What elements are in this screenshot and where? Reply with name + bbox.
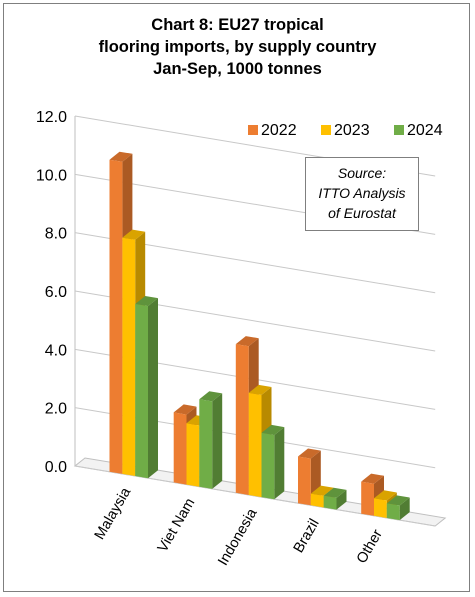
source-line-2: ITTO Analysis (318, 185, 406, 201)
bar-front (248, 392, 262, 498)
bar-side (399, 497, 410, 521)
bar-other-2024 (386, 495, 410, 521)
y-tick-label: 2.0 (45, 401, 67, 418)
legend-label: 2023 (334, 122, 370, 139)
bar-front (386, 503, 400, 521)
x-tick-label: Indonesia (215, 505, 261, 568)
bar-front (122, 237, 136, 476)
bar-top (248, 384, 272, 395)
bar-front (374, 498, 387, 518)
bar-front (310, 493, 324, 508)
bar-top (310, 485, 334, 496)
x-tick-label: Malaysia (92, 484, 135, 542)
bar-top (235, 336, 259, 347)
y-axis: 0.0 2.0 4.0 6.0 8.0 10.0 12.0 (36, 109, 67, 476)
bar-top (361, 473, 384, 484)
bar-front (199, 399, 213, 489)
bar-viet-nam-2024 (199, 391, 223, 489)
bar-top (109, 151, 133, 162)
bar-top (173, 404, 197, 415)
source-annotation: Source: ITTO Analysis of Eurostat (305, 157, 419, 231)
bar-brazil-2024 (323, 487, 347, 510)
source-line-1: Source: (337, 165, 387, 181)
chart-title: Chart 8: EU27 tropical flooring imports,… (0, 14, 475, 80)
bar-side (336, 489, 347, 510)
y-tick-label: 6.0 (45, 284, 67, 301)
legend: 2022 2023 2024 (248, 122, 443, 139)
source-line-3: of Eurostat (328, 205, 396, 221)
bar-front (135, 304, 148, 479)
chart-title-line-3: Jan-Sep, 1000 tonnes (153, 60, 322, 78)
bar-front (235, 344, 249, 495)
bar-side (148, 298, 158, 479)
bar-top (261, 424, 285, 436)
y-tick-label: 4.0 (45, 342, 67, 359)
bar-front (298, 456, 311, 506)
bar-indonesia-2024 (261, 424, 285, 500)
bar-front (261, 432, 275, 500)
bar-side (274, 427, 285, 500)
bar-top (374, 490, 397, 501)
x-tick-label: Viet Nam (155, 496, 199, 555)
x-tick-label: Brazil (291, 516, 323, 555)
y-tick-label: 8.0 (45, 226, 67, 243)
bar-top (199, 391, 223, 402)
bar-front (361, 481, 374, 516)
x-tick-label: Other (354, 527, 386, 567)
legend-swatch (321, 125, 331, 135)
bar-top (386, 495, 410, 506)
bar-top (135, 296, 158, 307)
bar-front (173, 412, 187, 485)
legend-swatch (248, 125, 258, 135)
bar-front (323, 495, 337, 510)
legend-swatch (394, 125, 404, 135)
y-tick-label: 0.0 (45, 459, 67, 476)
bar-top (122, 229, 146, 240)
bar-malaysia-2024 (135, 296, 158, 479)
y-tick-label: 12.0 (36, 109, 67, 126)
bar-front (109, 159, 123, 474)
bar-top (323, 487, 347, 498)
chart-title-line-2: flooring imports, by supply country (98, 38, 377, 56)
bar-front (186, 423, 200, 487)
legend-label: 2022 (261, 122, 297, 139)
chart-title-line-1: Chart 8: EU27 tropical (151, 16, 324, 34)
bars (109, 151, 410, 521)
bar-side (212, 393, 223, 489)
legend-label: 2024 (407, 122, 443, 139)
bar-top (298, 448, 321, 459)
y-tick-label: 10.0 (36, 167, 67, 184)
